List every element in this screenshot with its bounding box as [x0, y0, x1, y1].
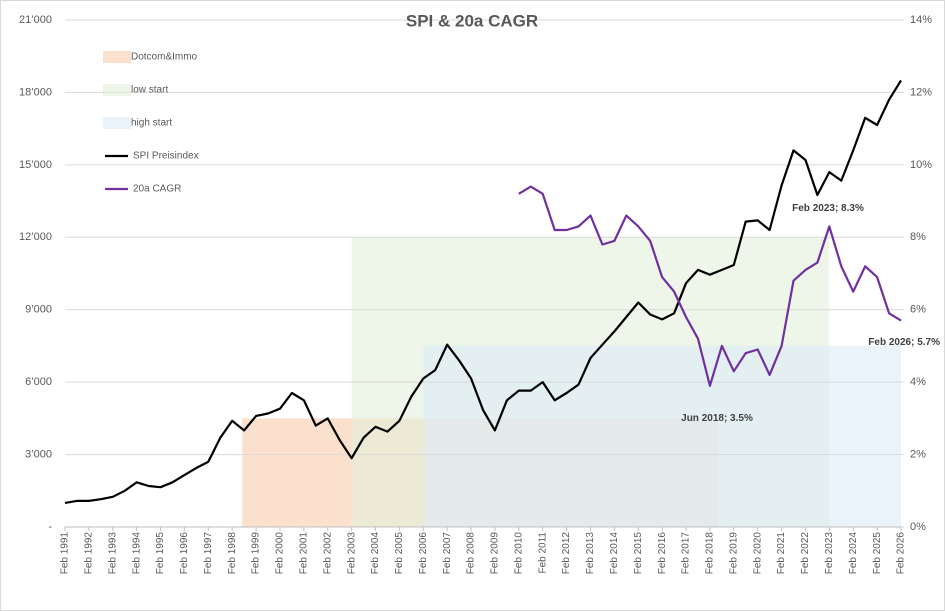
- x-tick-label: Feb 1993: [107, 532, 118, 575]
- x-tick-label: Feb 2006: [418, 532, 429, 575]
- x-tick-label: Feb 2009: [490, 532, 501, 575]
- legend-swatch: [103, 117, 131, 129]
- y-tick-label: 18’000: [19, 86, 52, 98]
- y-tick-label: 3’000: [25, 448, 52, 460]
- y2-tick-label: 12%: [910, 86, 932, 98]
- x-tick-label: Feb 2024: [848, 532, 859, 575]
- legend-label: SPI Preisindex: [133, 151, 199, 162]
- legend-label: high start: [131, 118, 172, 129]
- x-tick-label: Feb 2001: [298, 532, 309, 575]
- annotation: Feb 2026; 5.7%: [868, 337, 940, 348]
- y-tick-label: 15’000: [19, 159, 52, 171]
- y2-tick-label: 0%: [910, 521, 926, 533]
- x-tick-label: Feb 2019: [728, 532, 739, 575]
- y-tick-label: 12’000: [19, 231, 52, 243]
- x-tick-label: Feb 2012: [561, 532, 572, 575]
- x-tick-label: Feb 2004: [370, 532, 381, 575]
- x-tick-label: Feb 2021: [776, 532, 787, 575]
- x-tick-label: Feb 1992: [84, 532, 95, 575]
- x-tick-label: Feb 2005: [394, 532, 405, 575]
- y2-tick-label: 14%: [910, 14, 932, 26]
- y2-tick-label: 4%: [910, 376, 926, 388]
- x-tick-label: Feb 2022: [800, 532, 811, 575]
- y2-tick-label: 2%: [910, 448, 926, 460]
- x-tick-label: Feb 2015: [633, 532, 644, 575]
- x-tick-label: Feb 2026: [896, 532, 907, 575]
- x-tick-label: Feb 2010: [513, 532, 524, 575]
- y-tick-label: -: [48, 521, 52, 533]
- x-tick-label: Feb 1999: [251, 532, 262, 575]
- x-tick-label: Feb 2008: [466, 532, 477, 575]
- x-tick-label: Feb 2018: [705, 532, 716, 575]
- x-tick-label: Feb 2011: [537, 532, 548, 574]
- x-tick-label: Feb 1996: [179, 532, 190, 575]
- annotation: Feb 2023; 8.3%: [792, 203, 864, 214]
- x-tick-label: Feb 2016: [657, 532, 668, 575]
- x-tick-label: Feb 1994: [131, 532, 142, 575]
- x-tick-label: Feb 2007: [442, 532, 453, 575]
- legend-label: 20a CAGR: [133, 184, 181, 195]
- y2-tick-label: 10%: [910, 159, 932, 171]
- x-tick-label: Feb 2003: [346, 532, 357, 575]
- x-tick-label: Feb 2002: [322, 532, 333, 575]
- x-tick-label: Feb 1997: [203, 532, 214, 575]
- chart-title: SPI & 20a CAGR: [406, 11, 538, 30]
- x-tick-label: Feb 1991: [60, 532, 71, 575]
- legend-swatch: [103, 51, 131, 63]
- line: [64, 79, 902, 504]
- x-tick-label: Feb 2023: [824, 532, 835, 575]
- y-tick-label: 21’000: [19, 14, 52, 26]
- y2-tick-label: 8%: [910, 231, 926, 243]
- x-tick-label: Feb 1998: [227, 532, 238, 575]
- x-tick-label: Feb 2014: [609, 532, 620, 575]
- x-tick-label: Feb 2025: [872, 532, 883, 575]
- y2-tick-label: 6%: [910, 304, 926, 316]
- line: [518, 185, 902, 387]
- x-tick-label: Feb 2000: [275, 532, 286, 575]
- x-tick-label: Feb 2020: [752, 532, 763, 575]
- x-tick-label: Feb 1995: [155, 532, 166, 575]
- y-tick-label: 6’000: [25, 376, 52, 388]
- legend-label: Dotcom&Immo: [131, 52, 198, 63]
- annotation: Jun 2018; 3.5%: [681, 413, 753, 424]
- legend-swatch: [103, 84, 131, 96]
- band: [423, 345, 901, 527]
- y-tick-label: 9’000: [25, 304, 52, 316]
- legend-label: low start: [131, 85, 168, 96]
- x-tick-label: Feb 2013: [585, 532, 596, 575]
- x-tick-label: Feb 2017: [681, 532, 692, 575]
